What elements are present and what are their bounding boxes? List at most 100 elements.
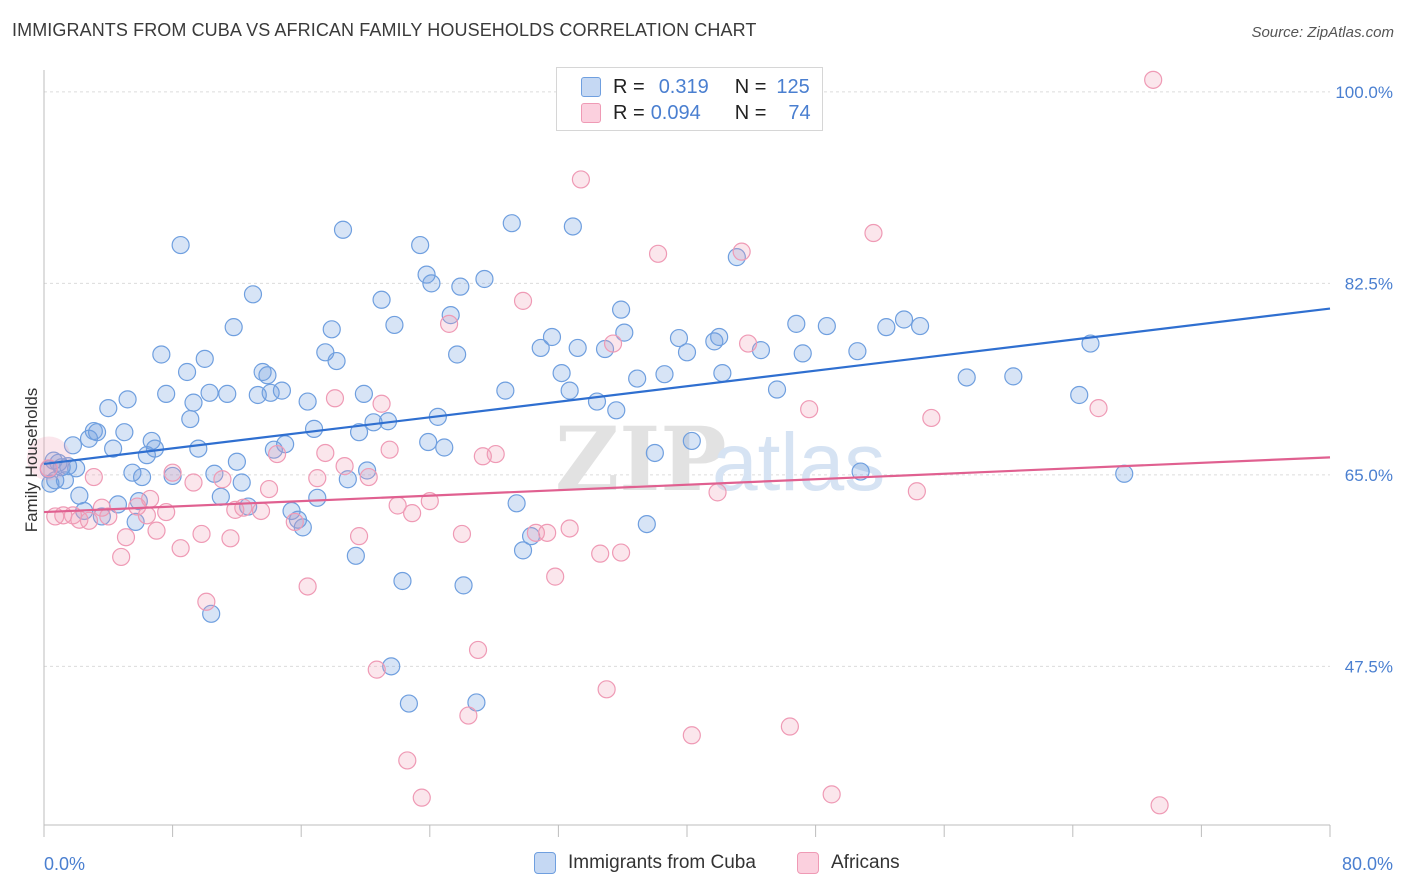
cuba-point	[727, 248, 746, 267]
cuba-point	[417, 265, 436, 284]
cuba-point	[615, 323, 634, 342]
africans-point	[192, 524, 211, 544]
cuba-point	[710, 327, 729, 347]
cuba-point	[531, 338, 550, 358]
cuba-point	[848, 342, 867, 361]
africans-point	[800, 400, 819, 419]
africans-point	[822, 785, 841, 804]
africans-point	[213, 470, 232, 489]
cuba-point	[181, 409, 200, 429]
cuba-point	[177, 362, 197, 382]
n-label: N =	[734, 101, 767, 124]
n-label: N =	[734, 75, 767, 98]
y-tick-label: 65.0%	[1345, 466, 1393, 485]
cuba-point	[189, 439, 208, 458]
africans-point	[372, 394, 391, 413]
cuba-point	[385, 315, 404, 335]
stats-legend: R = 0.319 N = 125 R = 0.094 N = 74	[556, 67, 823, 131]
gridlines	[44, 91, 1330, 667]
africans-point	[1150, 796, 1169, 815]
cuba-point	[232, 473, 251, 492]
cuba-point	[333, 220, 353, 239]
cuba-point	[308, 488, 327, 507]
africans-point	[439, 314, 459, 333]
cuba-point	[211, 487, 230, 506]
africans-point	[546, 567, 565, 586]
africans-point	[316, 443, 335, 463]
cuba-point	[123, 463, 142, 482]
cuba-point	[563, 217, 582, 236]
r-value-africans: 0.094	[650, 101, 701, 124]
cuba-point	[399, 694, 419, 713]
africans-point	[907, 482, 926, 501]
cuba-point	[327, 351, 346, 371]
africans-point	[380, 440, 399, 459]
africans-point	[137, 506, 156, 525]
cuba-point	[272, 381, 292, 400]
legend-swatch-cuba	[534, 852, 556, 874]
africans-point	[1144, 70, 1163, 89]
africans-point	[513, 291, 533, 310]
cuba-point	[157, 384, 176, 403]
stats-row-africans: R = 0.094 N = 74	[581, 99, 811, 127]
y-tick-label: 47.5%	[1345, 657, 1393, 676]
cuba-point	[322, 320, 341, 339]
africans-point	[412, 788, 431, 807]
n-value-cuba: 125	[776, 75, 810, 98]
africans-point	[864, 223, 883, 243]
cuba-point	[132, 467, 152, 487]
cuba-point	[55, 471, 74, 490]
cuba-point	[99, 399, 118, 418]
cuba-point	[227, 452, 246, 471]
cuba-point	[87, 423, 107, 442]
africans-point	[468, 640, 488, 660]
cuba-point	[793, 344, 812, 363]
africans-point	[486, 444, 505, 464]
cuba-point	[502, 214, 521, 233]
cuba-point	[682, 431, 701, 451]
africans-point	[163, 463, 182, 482]
cuba-point	[358, 461, 377, 480]
cuba-point	[195, 349, 214, 368]
africans-point	[349, 527, 369, 546]
africans-point	[708, 483, 727, 502]
cuba-point	[542, 327, 562, 347]
africans-point	[147, 521, 166, 540]
africans-point	[197, 592, 216, 611]
cuba-point	[346, 546, 365, 565]
r-label: R =	[613, 75, 645, 98]
cuba-point	[200, 383, 219, 402]
cuba-point	[253, 362, 272, 382]
cuba-point	[184, 393, 203, 412]
r-value-cuba: 0.319	[658, 75, 709, 98]
cuba-point	[607, 401, 626, 420]
cuba-point	[41, 474, 60, 493]
cuba-point	[467, 693, 486, 712]
cuba-point	[63, 436, 83, 455]
africans-point	[403, 504, 422, 523]
africans-point	[560, 519, 579, 538]
africans-point	[184, 473, 203, 492]
cuba-point	[645, 443, 664, 463]
cuba-point	[118, 390, 137, 409]
cuba-point	[261, 383, 280, 402]
africans-point	[234, 498, 253, 517]
cuba-point	[611, 300, 631, 319]
cuba-point	[202, 604, 221, 623]
x-tick-label: 80.0%	[1342, 854, 1393, 874]
cuba-point	[496, 381, 515, 400]
cuba-point	[354, 384, 373, 403]
cuba-point	[560, 381, 579, 400]
cuba-point	[224, 318, 243, 337]
cuba-point	[454, 576, 473, 595]
africans-point	[84, 467, 103, 487]
africans-point	[112, 547, 131, 567]
legend-item-cuba: Immigrants from Cuba	[534, 852, 756, 874]
legend-label-cuba: Immigrants from Cuba	[568, 852, 756, 873]
cuba-point	[637, 514, 656, 534]
legend-item-africans: Africans	[797, 852, 900, 874]
cuba-point	[152, 345, 171, 364]
legend-swatch-africans	[581, 103, 601, 123]
africans-point	[359, 467, 378, 487]
cuba-point	[628, 369, 647, 388]
